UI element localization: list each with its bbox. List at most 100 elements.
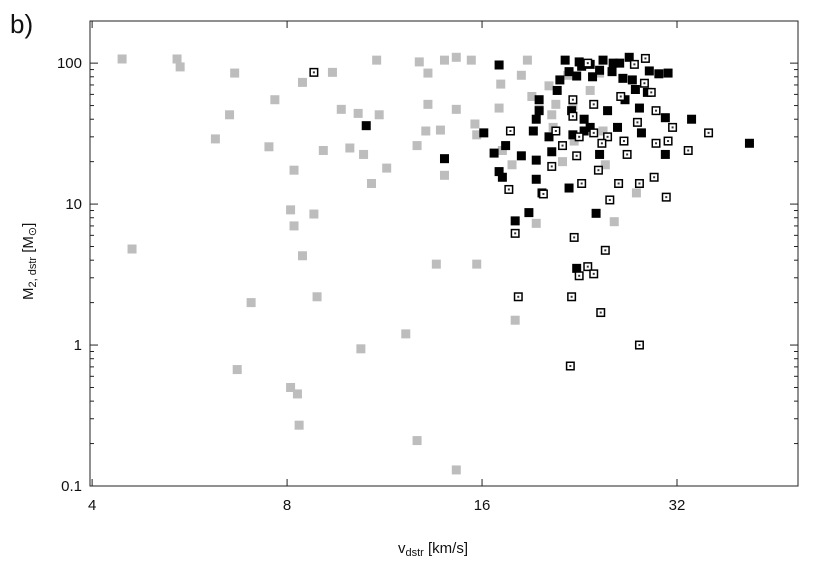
black-point bbox=[568, 130, 578, 140]
gray-point bbox=[175, 62, 185, 72]
gray-point bbox=[232, 365, 242, 375]
open-point-dot bbox=[586, 62, 589, 65]
gray-point bbox=[289, 221, 299, 231]
gray-point bbox=[286, 205, 296, 215]
black-point bbox=[634, 103, 644, 113]
black-point bbox=[531, 155, 541, 165]
open-point-dot bbox=[667, 140, 670, 143]
black-point bbox=[579, 114, 589, 124]
black-point bbox=[564, 67, 574, 77]
black-point bbox=[534, 95, 544, 105]
open-point-dot bbox=[597, 169, 600, 172]
gray-point bbox=[451, 465, 461, 475]
panel-label: b) bbox=[10, 9, 33, 39]
gray-point bbox=[297, 77, 307, 87]
gray-point bbox=[374, 110, 384, 120]
black-point bbox=[494, 167, 504, 177]
black-point bbox=[591, 208, 601, 218]
open-point-dot bbox=[509, 129, 512, 132]
gray-point bbox=[598, 126, 608, 136]
black-point bbox=[624, 52, 634, 62]
gray-point bbox=[470, 119, 480, 129]
gray-point bbox=[423, 99, 433, 109]
open-point-dot bbox=[665, 196, 668, 199]
black-point bbox=[531, 174, 541, 184]
gray-point bbox=[225, 110, 235, 120]
black-point bbox=[534, 106, 544, 116]
black-point bbox=[660, 113, 670, 123]
gray-point bbox=[172, 54, 182, 64]
black-point bbox=[654, 69, 664, 79]
black-point bbox=[479, 128, 489, 138]
open-point-dot bbox=[644, 57, 647, 60]
x-tick-label: 8 bbox=[283, 497, 291, 514]
open-point-dot bbox=[592, 131, 595, 134]
gray-point bbox=[431, 259, 441, 269]
black-point bbox=[494, 60, 504, 70]
gray-point bbox=[496, 79, 506, 89]
gray-point bbox=[423, 68, 433, 78]
gray-point bbox=[372, 55, 382, 65]
axes: 4 8 16 32 0.1 1 10 100 bbox=[57, 21, 798, 514]
open-point-dot bbox=[638, 344, 641, 347]
open-point-dot bbox=[554, 129, 557, 132]
gray-point bbox=[439, 55, 449, 65]
black-point bbox=[572, 71, 582, 81]
black-point bbox=[585, 122, 595, 132]
open-point-dot bbox=[514, 232, 517, 235]
gray-point bbox=[547, 110, 557, 120]
y-tick-label: 1 bbox=[74, 337, 82, 354]
x-axis-label: vdstr [km/s] bbox=[398, 540, 468, 559]
open-point-dot bbox=[580, 182, 583, 185]
black-point bbox=[615, 58, 625, 68]
open-point-dot bbox=[655, 109, 658, 112]
open-point-dot bbox=[570, 295, 573, 298]
open-point-dot bbox=[707, 131, 710, 134]
gray-point bbox=[558, 157, 568, 167]
open-point-dot bbox=[575, 154, 578, 157]
y-tick-label: 10 bbox=[65, 196, 82, 213]
y-axis-label: M2, dstr [M⊙] bbox=[20, 223, 39, 300]
gray-point bbox=[600, 160, 610, 170]
gray-point bbox=[497, 145, 507, 155]
black-point bbox=[547, 147, 557, 157]
gray-point bbox=[286, 382, 296, 392]
open-point-dot bbox=[619, 95, 622, 98]
black-point bbox=[544, 132, 554, 142]
gray-point bbox=[507, 160, 517, 170]
gray-point bbox=[472, 130, 482, 140]
open-point-dot bbox=[599, 311, 602, 314]
gray-point bbox=[289, 165, 299, 175]
black-point bbox=[567, 106, 577, 116]
gray-point bbox=[292, 389, 302, 399]
black-point bbox=[361, 121, 371, 131]
gray-point bbox=[585, 85, 595, 95]
open-point-dot bbox=[687, 149, 690, 152]
black-point bbox=[439, 154, 449, 164]
open-point-dot bbox=[571, 115, 574, 118]
open-point-dot bbox=[507, 188, 510, 191]
black-point bbox=[572, 263, 582, 273]
black-point bbox=[528, 126, 538, 136]
gray-point bbox=[544, 81, 554, 91]
open-point-dot bbox=[561, 144, 564, 147]
open-point-dot bbox=[573, 236, 576, 239]
gray-point bbox=[297, 251, 307, 261]
x-tick-label: 32 bbox=[669, 497, 686, 514]
black-point bbox=[531, 114, 541, 124]
open-point-dot bbox=[542, 192, 545, 195]
open-point-dot bbox=[550, 165, 553, 168]
black-point bbox=[560, 55, 570, 65]
black-point bbox=[613, 122, 623, 132]
plot-marks bbox=[117, 52, 754, 475]
open-point-dot bbox=[592, 272, 595, 275]
gray-point bbox=[412, 436, 422, 446]
black-point bbox=[663, 68, 673, 78]
black-point bbox=[497, 172, 507, 182]
gray-point bbox=[451, 104, 461, 114]
gray-point bbox=[210, 134, 220, 144]
gray-point bbox=[421, 126, 431, 136]
open-point-dot bbox=[650, 91, 653, 94]
gray-point bbox=[359, 149, 369, 159]
